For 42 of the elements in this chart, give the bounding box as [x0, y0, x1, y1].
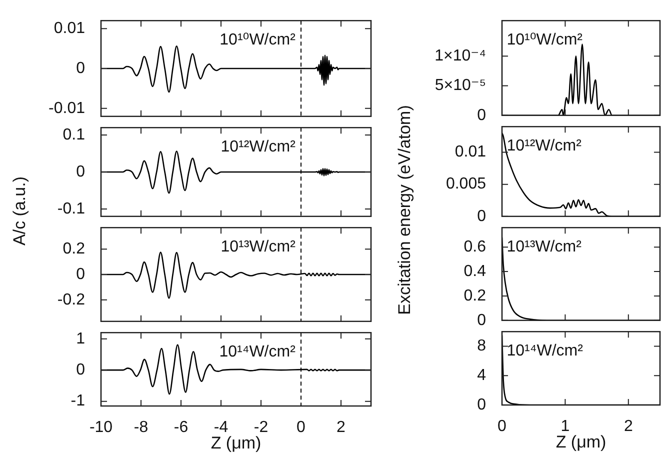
x-tick-label: -8 — [134, 419, 148, 436]
y-tick-label: 1 — [76, 330, 86, 348]
y-tick-label: 0.01 — [454, 144, 486, 161]
y-tick-label: 0 — [477, 106, 486, 124]
y-axis-title: A/c (a.u.) — [10, 176, 30, 245]
y-tick-label: 0.2 — [62, 240, 86, 258]
annotation: 10¹⁴W/cm² — [506, 342, 584, 360]
x-tick-label: 0 — [498, 418, 507, 436]
y-tick-label: -0.01 — [48, 100, 86, 117]
y-tick-label: 0 — [477, 312, 486, 329]
annotation: 10¹³W/cm² — [220, 238, 296, 256]
y-tick-label: 0 — [477, 208, 486, 225]
y-tick-label: 0 — [76, 361, 86, 378]
y-tick-label: -0.2 — [57, 291, 86, 308]
y-tick-label: 0.4 — [464, 262, 486, 280]
x-tick-label: 2 — [336, 419, 346, 436]
y-tick-label: 0 — [76, 60, 86, 77]
y-tick-label: 0.6 — [464, 238, 486, 256]
y-tick-label: -1 — [70, 392, 86, 410]
y-tick-label: 0 — [76, 163, 86, 180]
y-tick-label: 0.01 — [54, 20, 86, 37]
y-tick-label: 0.005 — [446, 176, 486, 193]
annotation: 10¹⁴W/cm² — [219, 344, 296, 361]
x-tick-label: 0 — [296, 419, 306, 436]
annotation: 10¹⁰W/cm² — [506, 32, 584, 49]
annotation: 10¹²W/cm² — [506, 138, 582, 155]
annotation: 10¹⁰W/cm² — [220, 32, 296, 49]
x-tick-label: -6 — [174, 419, 188, 436]
x-tick-label: 2 — [624, 418, 633, 436]
y-tick-label: 0 — [477, 396, 486, 414]
y-tick-label: 0 — [76, 266, 86, 283]
y-tick-label: 0.2 — [464, 287, 486, 304]
y-tick-label: 8 — [477, 338, 486, 355]
y-tick-label: 4 — [477, 367, 486, 384]
x-tick-label: -10 — [89, 419, 113, 436]
y-tick-label: 1×10⁻⁴ — [434, 48, 486, 65]
y-tick-label: 0.1 — [62, 126, 86, 144]
y-tick-label: -0.1 — [57, 200, 86, 218]
y-axis-title: Excitation energy (eV/atom) — [395, 105, 415, 315]
annotation: 10¹²W/cm² — [220, 138, 296, 156]
annotation: 10¹³W/cm² — [506, 238, 582, 256]
y-tick-label: 5×10⁻⁵ — [434, 77, 486, 94]
